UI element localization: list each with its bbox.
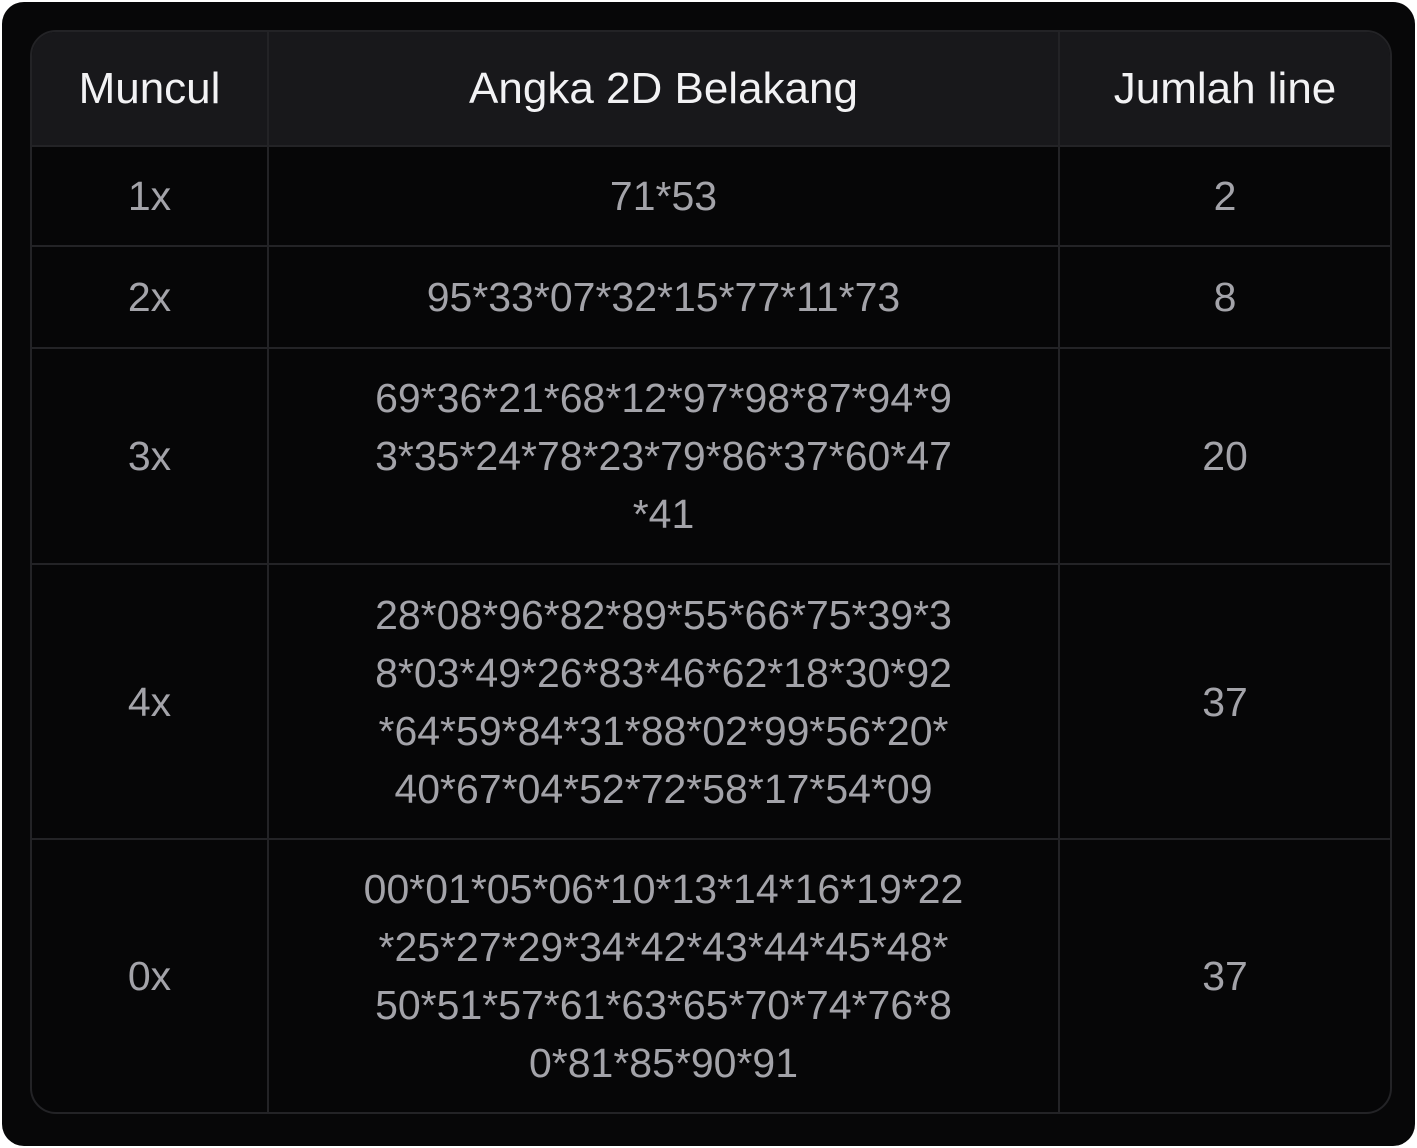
- muncul-cell: 2x: [32, 247, 269, 347]
- angka-line: 3*35*24*78*23*79*86*37*60*47: [375, 433, 952, 479]
- muncul-cell: 3x: [32, 349, 269, 563]
- angka-line: 0*81*85*90*91: [528, 1040, 799, 1086]
- jumlah-cell: 37: [1202, 678, 1248, 725]
- angka-line: 50*51*57*61*63*65*70*74*76*8: [375, 982, 952, 1028]
- table-row: 4x 28*08*96*82*89*55*66*75*39*3 8*03*49*26…: [32, 563, 1390, 838]
- header-muncul: Muncul: [32, 32, 269, 145]
- angka-cell: 69*36*21*68*12*97*98*87*94*9 3*35*24*78*2…: [269, 349, 1060, 563]
- jumlah-cell: 2: [1213, 173, 1237, 219]
- jumlah-cell: 8: [1213, 274, 1237, 320]
- table-body: 1x 71*53 2 2x 95*33*07*32*15*77*11*73 8 3x 69*3…: [32, 145, 1390, 1112]
- angka-line: 69*36*21*68*12*97*98*87*94*9: [375, 375, 952, 421]
- angka-line: 40*67*04*52*72*58*17*54*09: [394, 765, 933, 812]
- muncul-cell: 4x: [32, 565, 269, 838]
- header-jumlah-line: Jumlah line: [1113, 63, 1337, 113]
- table-header: Muncul Angka 2D Belakang Jumlah line: [32, 32, 1390, 145]
- angka-line: 71*53: [609, 173, 718, 219]
- table-row: 3x 69*36*21*68*12*97*98*87*94*9 3*35*24*78…: [32, 347, 1390, 563]
- angka-line: *41: [632, 491, 695, 537]
- angka-cell: 00*01*05*06*10*13*14*16*19*22 *25*27*29*3…: [269, 840, 1060, 1112]
- jumlah-cell: 37: [1202, 953, 1248, 999]
- table-row: 1x 71*53 2: [32, 145, 1390, 245]
- muncul-cell: 0x: [32, 840, 269, 1112]
- angka-line: 95*33*07*32*15*77*11*73: [426, 274, 901, 320]
- muncul-cell: 1x: [32, 147, 269, 245]
- angka-cell: 95*33*07*32*15*77*11*73: [269, 247, 1060, 347]
- angka-line: 8*03*49*26*83*46*62*18*30*92: [375, 649, 952, 696]
- table-row: 2x 95*33*07*32*15*77*11*73 8: [32, 245, 1390, 347]
- header-angka-2d-belakang: Angka 2D Belakang: [269, 32, 1060, 145]
- table-row: 0x 00*01*05*06*10*13*14*16*19*22 *25*27*29…: [32, 838, 1390, 1112]
- angka-cell: 71*53: [269, 147, 1060, 245]
- jumlah-cell: 20: [1202, 433, 1248, 479]
- angka-cell: 28*08*96*82*89*55*66*75*39*3 8*03*49*26*8…: [269, 565, 1060, 838]
- angka-line: 00*01*05*06*10*13*14*16*19*22: [363, 866, 964, 912]
- angka-line: *64*59*84*31*88*02*99*56*20*: [378, 707, 949, 754]
- angka-line: *25*27*29*34*42*43*44*45*48*: [378, 924, 949, 970]
- results-table: Muncul Angka 2D Belakang Jumlah line 1x 7…: [30, 30, 1392, 1114]
- angka-line: 28*08*96*82*89*55*66*75*39*3: [375, 591, 952, 638]
